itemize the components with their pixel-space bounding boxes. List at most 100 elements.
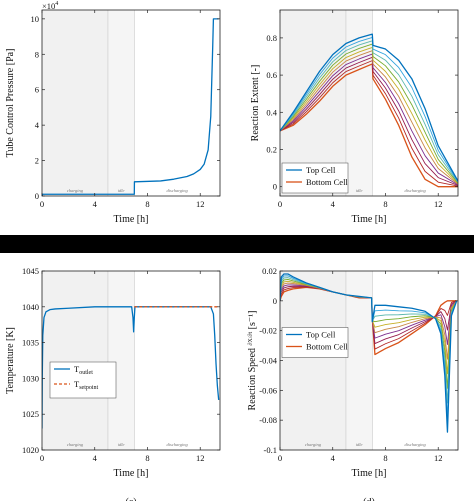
phase-label: discharging (404, 188, 426, 193)
phase-label: idle (356, 442, 363, 447)
y-tick-label: -0.1 (264, 445, 277, 455)
figure-divider (0, 235, 474, 253)
y-tick-label: 0.8 (266, 33, 277, 43)
x-tick-label: 12 (196, 199, 205, 209)
y-tick-label: -0.04 (259, 356, 277, 366)
y-tick-label: 1030 (22, 373, 39, 383)
phase-charging-region (42, 10, 108, 196)
series-line-top-cell (280, 33, 458, 182)
series-group (42, 306, 220, 429)
x-tick-label: 12 (434, 199, 443, 209)
legend-label: Top Cell (306, 165, 336, 175)
phase-label: discharging (166, 442, 188, 447)
y-tick-label: 10 (31, 14, 40, 24)
x-axis-label: Time [h] (352, 468, 387, 479)
x-tick-label: 0 (40, 453, 44, 463)
x-tick-label: 0 (278, 453, 282, 463)
series-line-top-cell (280, 273, 458, 433)
x-axis-label: Time [h] (114, 214, 149, 225)
series-line-1 (42, 306, 220, 429)
x-tick-label: 12 (196, 453, 205, 463)
y-tick-label: 1035 (22, 338, 39, 348)
y-tick-label: 1025 (22, 409, 39, 419)
y-tick-label: 6 (35, 85, 39, 95)
y-axis-label: Reaction Extent [-] (250, 65, 261, 142)
phase-idle-region (107, 271, 135, 450)
y-tick-label: -0.08 (259, 415, 277, 425)
x-tick-label: 0 (40, 199, 44, 209)
legend-label: Bottom Cell (306, 342, 348, 352)
plot-frame (279, 9, 459, 197)
x-tick-label: 0 (278, 199, 282, 209)
y-axis-label-unit: [s⁻¹] (247, 311, 258, 332)
chart-panel-a: charging idle discharging 0 4 8 12 0 2 4 6 8 10 Time … (5, 1, 221, 225)
chart-panel-d: charging idle discharging 0 4 8 12 -0.1 -0.08 -0.… (247, 266, 459, 479)
phase-label: charging (67, 188, 84, 193)
chart-panel-b: chargingidledischarging0481200.20.40.60.… (250, 9, 459, 225)
y-axis-label: Reaction Speed ∂X/∂t [s⁻¹] (247, 311, 258, 411)
phase-label: discharging (166, 188, 188, 193)
legend: Top Cell Bottom Cell (281, 327, 349, 358)
phase-idle-region (345, 271, 373, 450)
y-axis-label: Tube Control Pressure [Pa] (5, 49, 16, 158)
phase-charging-region (280, 271, 346, 450)
legend: Top Cell Bottom Cell (281, 162, 349, 194)
plot-frame (41, 270, 221, 451)
y-tick-label: 0.6 (266, 70, 277, 80)
phase-label: idle (356, 188, 363, 193)
plot-frame (41, 9, 221, 197)
x-axis-label: Time [h] (352, 214, 387, 225)
x-tick-label: 8 (145, 453, 149, 463)
series-line-1 (42, 18, 219, 196)
y-tick-label: -0.02 (259, 326, 277, 336)
y-tick-label: 0.2 (266, 145, 277, 155)
y-axis-exponent: 4 (55, 1, 58, 7)
phase-label: idle (118, 188, 125, 193)
series-group (42, 18, 219, 196)
y-tick-label: 1045 (22, 266, 39, 276)
legend-box (281, 327, 349, 358)
y-tick-label: 8 (35, 49, 39, 59)
phase-charging-region (42, 271, 108, 450)
legend-label-subscript: setpoint (79, 385, 98, 391)
y-tick-label: 1040 (22, 302, 39, 312)
x-tick-label: 8 (145, 199, 149, 209)
legend-box (49, 361, 117, 399)
y-tick-label: -0.06 (259, 385, 277, 395)
x-tick-label: 4 (93, 199, 98, 209)
x-tick-label: 8 (383, 199, 387, 209)
y-tick-label: 0.4 (266, 107, 277, 117)
x-axis-label: Time [h] (114, 468, 149, 479)
series-group (280, 33, 458, 188)
phase-idle-region (107, 10, 135, 196)
caption-d: (d) (363, 497, 375, 501)
y-axis-label: Temperature [K] (5, 327, 16, 394)
series-group (280, 273, 458, 433)
y-tick-label: 0 (35, 191, 39, 201)
y-tick-label: 0 (273, 182, 277, 192)
legend-box (281, 162, 349, 194)
legend-label: Top Cell (306, 330, 336, 340)
phase-label: charging (305, 442, 322, 447)
y-axis-label-fraction-sep: / (248, 336, 254, 338)
phase-label: discharging (404, 442, 426, 447)
y-tick-label: 1020 (22, 445, 39, 455)
y-tick-label: 0 (273, 296, 277, 306)
y-tick-label: 4 (35, 120, 40, 130)
x-tick-label: 12 (434, 453, 443, 463)
x-tick-label: 4 (331, 199, 336, 209)
phase-label: charging (67, 442, 84, 447)
legend-label: Bottom Cell (306, 177, 348, 187)
chart-panel-c: charging idle discharging 0 4 8 12 1020 1025 1030… (5, 266, 221, 479)
x-tick-label: 4 (331, 453, 336, 463)
phase-label: idle (118, 442, 125, 447)
caption-c: (c) (125, 497, 136, 501)
y-axis-label-fraction-num: ∂X (247, 338, 254, 346)
y-tick-label: 2 (35, 156, 39, 166)
y-axis-label-fraction-den: ∂t (247, 332, 254, 337)
y-axis-multiplier: ×104 (42, 1, 58, 11)
y-tick-label: 0.02 (262, 266, 277, 276)
y-axis-label-text: Reaction Speed (247, 345, 258, 410)
